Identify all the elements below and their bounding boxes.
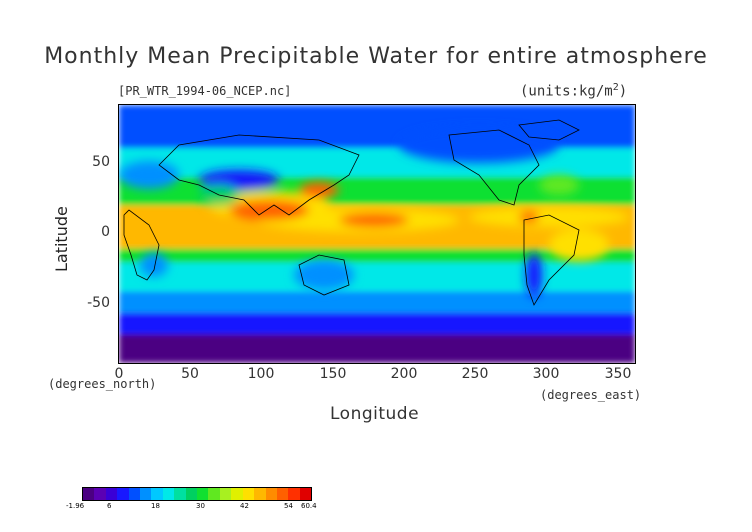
colorbar-tick: 42 — [240, 502, 249, 510]
latitude-band — [119, 105, 635, 148]
colorbar-tick: -1.96 — [66, 502, 85, 510]
south-america-outline — [523, 214, 580, 306]
colorbar-swatch — [94, 488, 106, 500]
colorbar-swatch — [299, 488, 312, 500]
australia-outline — [298, 254, 350, 296]
units-label: (units:kg/m2) — [520, 82, 628, 100]
colorbar-swatch — [162, 488, 175, 500]
latitude-band — [119, 148, 635, 177]
latitude-band — [119, 262, 635, 292]
colorbar-swatch — [242, 488, 255, 500]
colorbar-swatch — [174, 488, 186, 500]
colorbar-swatch — [276, 488, 289, 500]
colorbar-swatch — [219, 488, 232, 500]
andes-dry — [526, 253, 542, 297]
colorbar-swatch — [105, 488, 118, 500]
latitude-band — [119, 248, 635, 263]
colorbar-swatch — [254, 488, 266, 500]
colorbar-swatch — [288, 488, 300, 500]
coastlines — [123, 119, 580, 306]
x-tick: 150 — [319, 366, 347, 382]
amazon-yellow — [549, 229, 609, 261]
north-america-outline — [448, 129, 540, 206]
x-tick: 200 — [390, 366, 418, 382]
china-hotspot — [299, 182, 339, 198]
colorbar-tick: 18 — [151, 502, 160, 510]
arctic-north-america — [399, 127, 559, 163]
colorbar-swatch — [128, 488, 141, 500]
x-tick: 100 — [247, 366, 275, 382]
latitude-band — [119, 334, 635, 363]
india-hotspot — [229, 200, 309, 220]
y-axis-label: Latitude — [52, 206, 71, 272]
north-america-green — [539, 175, 579, 195]
x-tick: 350 — [604, 366, 632, 382]
colorbar-swatch — [117, 488, 129, 500]
x-tick: 50 — [181, 366, 199, 382]
west-pacific-hotspot — [339, 213, 409, 227]
colorbar — [82, 487, 312, 501]
north-atlantic-cyan — [119, 161, 179, 189]
colorbar-tick: 30 — [196, 502, 205, 510]
y-tick: 0 — [101, 224, 110, 240]
colorbar-swatch — [140, 488, 152, 500]
colorbar-swatch — [83, 488, 95, 500]
latitude-band — [119, 312, 635, 335]
x-tick: 0 — [114, 366, 124, 382]
y-tick: -50 — [87, 295, 110, 311]
precipitable-water-map — [119, 105, 635, 363]
colorbar-swatch — [231, 488, 243, 500]
atlantic-itcz-yellow — [469, 207, 629, 227]
colorbar-tick: 6 — [107, 502, 112, 510]
x-tick: 250 — [461, 366, 489, 382]
africa-outline — [123, 209, 160, 281]
colorbar-swatch — [185, 488, 198, 500]
x-tick: 300 — [532, 366, 560, 382]
australia-dry — [294, 260, 354, 290]
eurasia-outline — [158, 134, 360, 216]
colorbar-swatch — [197, 488, 209, 500]
chart-title: Monthly Mean Precipitable Water for enti… — [44, 44, 708, 69]
map-plot-area — [118, 104, 636, 364]
south-africa-dry — [140, 253, 168, 277]
y-tick: 50 — [92, 154, 110, 170]
colorbar-tick: 60.4 — [301, 502, 317, 510]
colorbar-swatch — [151, 488, 163, 500]
central-america-hotspot — [519, 211, 539, 223]
file-name: [PR_WTR_1994-06_NCEP.nc] — [118, 84, 292, 98]
x-axis-label: Longitude — [330, 404, 420, 424]
moisture-features — [119, 127, 629, 297]
y-axis-units: (degrees_north) — [48, 377, 157, 391]
x-axis-units: (degrees_east) — [540, 388, 642, 402]
colorbar-tick: 54 — [284, 502, 293, 510]
greenland-outline — [518, 119, 580, 141]
colorbar-swatch — [208, 488, 220, 500]
colorbar-swatch — [265, 488, 277, 500]
latitude-band — [119, 291, 635, 313]
